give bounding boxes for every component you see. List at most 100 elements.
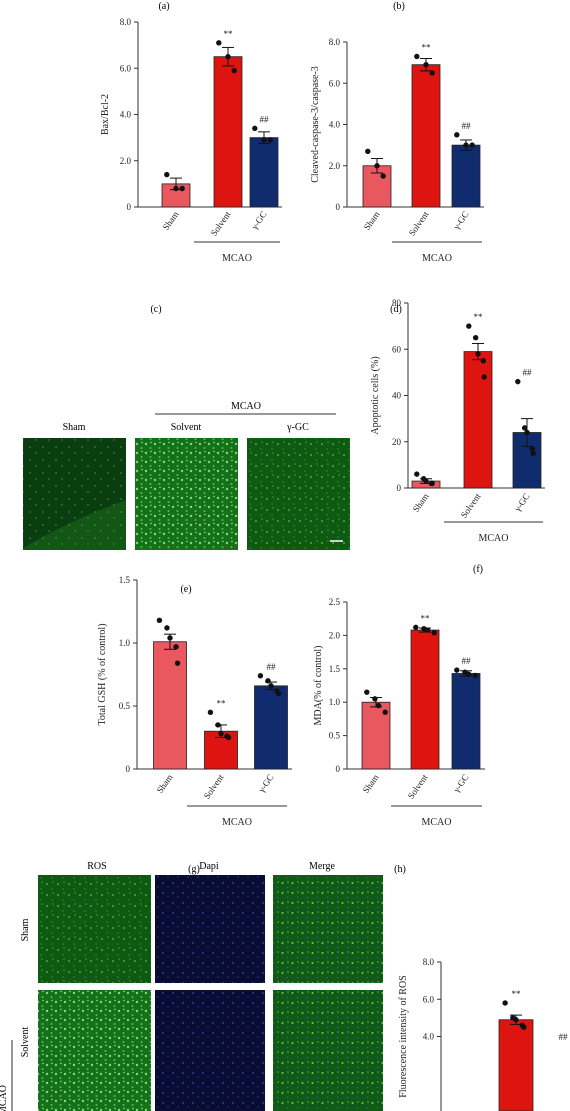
significance-mark: ** [512,989,522,999]
y-tick-label: 2.0 [120,156,132,166]
micrograph-group-label: MCAO [231,401,261,412]
y-axis-label: Total GSH (% of control) [97,623,108,725]
bar-2 [451,144,481,208]
category-label: Sham [362,209,382,232]
y-tick-label: 4.0 [423,1032,435,1042]
y-tick-label: 0 [336,202,341,212]
panel-i-micrographs: ROS Dapi Merge Sham Solvent MCAO [0,861,383,1111]
panel-label-a: (a) [158,1,169,12]
y-axis-label: Bax/Bcl-2 [100,94,111,135]
y-tick-label: 60 [392,344,402,354]
data-point [423,61,429,68]
category-label: Sham [155,772,175,795]
category-label: Solvent [459,491,483,520]
data-point [472,334,479,341]
micrograph-dapi-sham [155,875,265,983]
category-label: Solvent [406,772,430,801]
micrograph-dapi-solvent [155,990,265,1111]
y-tick-label: 4.0 [329,120,341,130]
category-label: γ-GC [512,491,532,514]
chart-apoptotic-cells: 0 20 40 60 80 Apoptotic cells (%) Sham ** Solven… [370,298,545,544]
panel-label-g: (g) [188,864,200,875]
data-point [469,142,475,148]
bar-1 [410,629,440,770]
micrograph-merge-sham [273,875,383,983]
micrograph-ggc [247,438,350,550]
category-label: Sham [361,772,381,795]
y-axis-label: Cleaved-caspase-3/caspase-3 [310,66,321,183]
y-tick-label: 8.0 [120,17,132,27]
category-label: Sham [161,209,181,232]
data-point [207,709,214,715]
y-tick-label: 0 [127,202,132,212]
data-point [164,171,170,178]
significance-mark: ** [421,613,431,623]
y-tick-label: 0 [397,483,402,493]
category-label: Solvent [407,209,431,238]
data-point [414,471,420,477]
y-tick-label: 1.0 [329,697,341,707]
micrograph-merge-solvent [273,990,383,1111]
group-label: MCAO [222,253,252,264]
data-point [414,53,420,60]
chart-bax-bcl2: 0 2.0 4.0 6.0 8.0 Bax/Bcl-2 Sham ** Solvent ## γ-G… [100,17,282,264]
y-tick-label: 80 [392,298,402,308]
chart-ros-intensity: 4.0 6.0 8.0 Fluorescence intensity of ROS **… [398,957,568,1111]
bar-1 [411,64,441,208]
data-point [513,1017,519,1023]
micrograph-solvent [135,438,238,550]
micrograph-col-solvent: Solvent [171,422,202,433]
data-point [530,450,536,457]
data-point [521,1024,527,1030]
merge-col-label: Merge [309,861,335,872]
data-point [268,683,274,689]
data-point [429,70,435,76]
bar-2 [451,673,481,770]
data-point [225,53,231,60]
panel-label-b: (b) [393,1,405,12]
data-point [454,667,460,673]
y-axis-label: MDA(% of control) [313,646,324,726]
data-point [173,644,179,650]
bar-2 [249,137,279,208]
data-point [372,696,378,702]
y-tick-label: 1.0 [119,638,131,648]
y-tick-label: 6.0 [120,63,132,73]
data-point [216,40,222,46]
data-point [275,690,282,697]
data-point [265,678,271,684]
data-point [431,630,437,636]
panel-label-f: (f) [473,564,483,575]
y-tick-label: 6.0 [423,994,435,1004]
data-point [167,635,173,641]
y-axis-label: Apoptotic cells (%) [370,356,381,434]
chart-mda: 0 0.5 1.0 1.5 2.0 2.5 MDA(% of control) Sham ** S… [313,597,485,828]
panel-label-c: (c) [150,304,161,315]
bar-1 [213,56,243,208]
data-point [364,689,370,695]
micrograph-sham [23,438,126,550]
category-label: γ-GC [451,209,471,232]
data-point [413,624,419,631]
bar-1 [498,1019,534,1111]
bar-2 [254,685,288,770]
y-tick-label: 8.0 [423,957,435,967]
group-label: MCAO [422,253,452,264]
y-tick-label: 0.5 [119,701,131,711]
data-point [156,617,163,624]
category-label: γ-GC [256,772,276,795]
data-point [225,734,232,741]
data-point [515,378,521,385]
significance-mark: ** [217,698,227,708]
significance-mark: ## [260,114,270,124]
data-point [215,722,221,728]
data-point [380,173,386,179]
significance-mark: ** [422,42,432,52]
panel-label-h: (h) [394,864,406,875]
y-tick-label: 0 [336,764,341,774]
significance-mark: ## [559,1032,569,1042]
row-label-solvent: Solvent [20,1027,31,1058]
y-tick-label: 40 [392,391,402,401]
category-label: Sham [411,491,431,514]
data-point [173,185,179,192]
